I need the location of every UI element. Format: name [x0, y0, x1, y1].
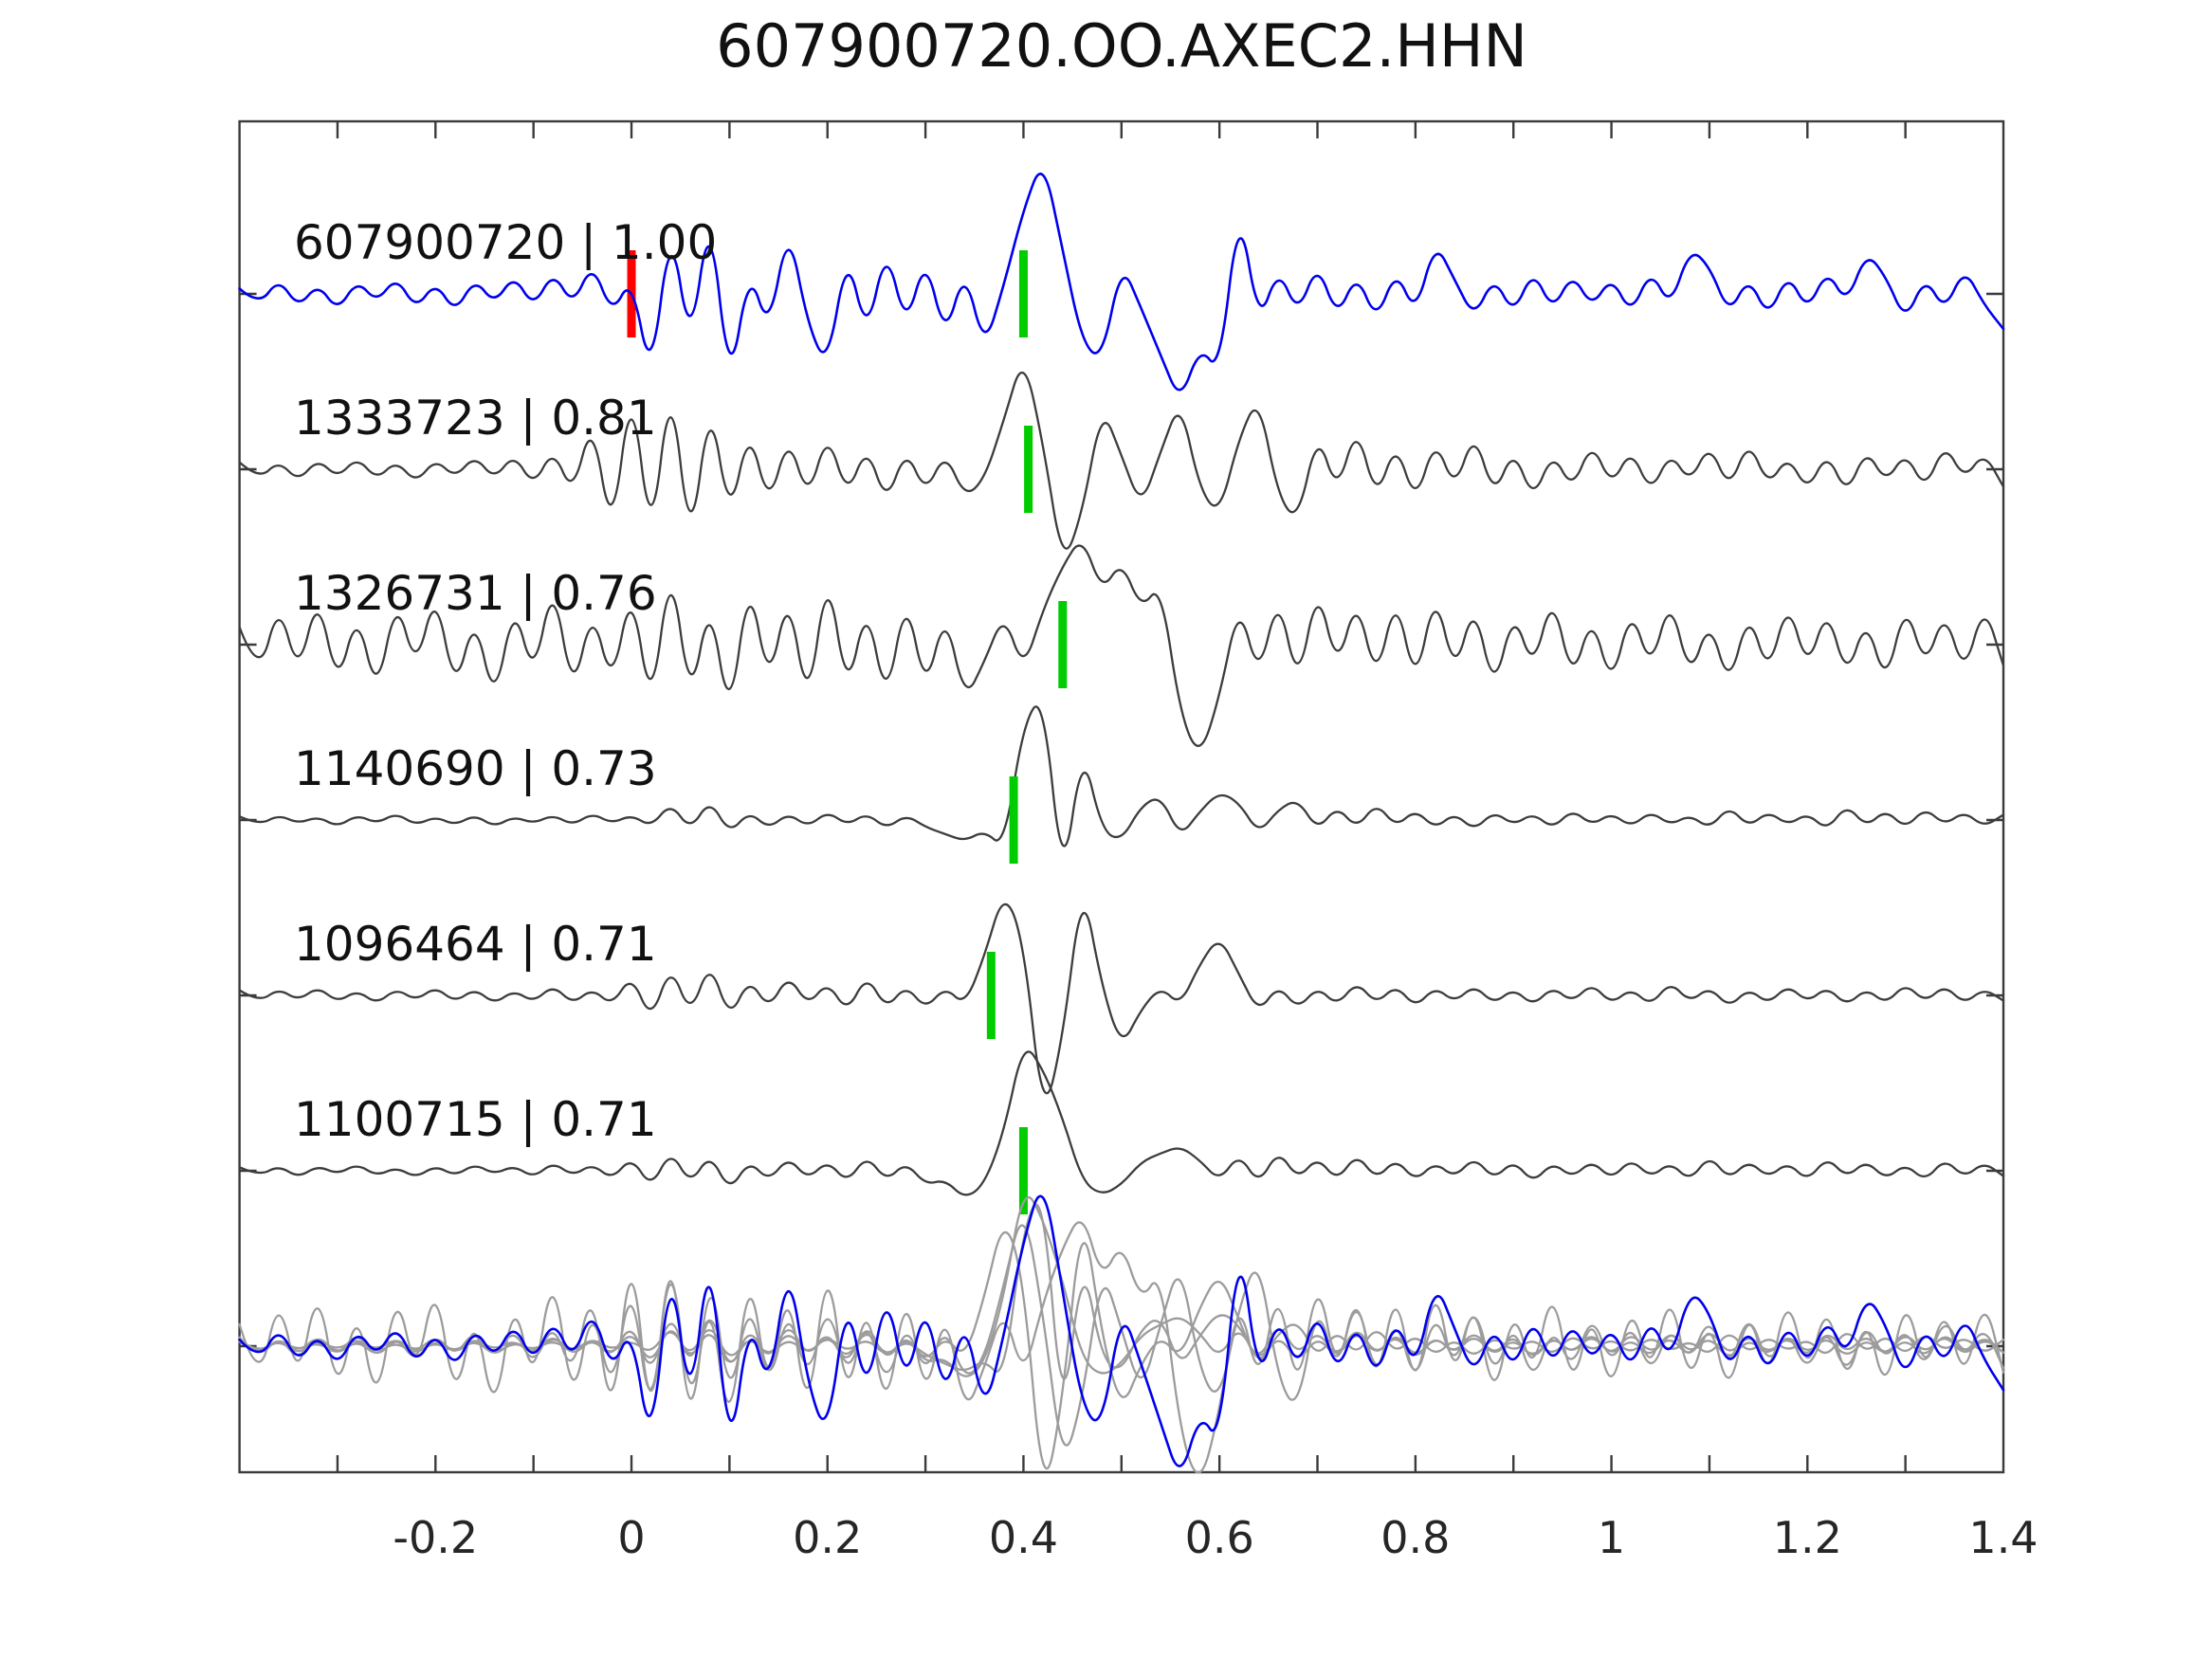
x-tick-label-1.2: 1.2	[1773, 1512, 1842, 1563]
x-tick-label--0.2: -0.2	[393, 1512, 478, 1563]
x-tick-label-1.4: 1.4	[1968, 1512, 2038, 1563]
axes-box	[238, 119, 2005, 1474]
trace-line-1140690	[238, 705, 2005, 848]
trace-line-1096464	[238, 902, 2005, 1095]
x-tick-label-0.2: 0.2	[793, 1512, 862, 1563]
overlay-trace-1100715	[238, 1195, 2005, 1377]
detection-pick-marker	[986, 952, 996, 1039]
detection-pick-marker	[1058, 601, 1068, 688]
trace-label-1326731: 1326731 | 0.76	[294, 566, 657, 621]
trace-line-607900720	[238, 173, 2005, 392]
trace-label-1096464: 1096464 | 0.71	[294, 917, 657, 972]
x-tick-label-0.6: 0.6	[1185, 1512, 1254, 1563]
trace-label-1333723: 1333723 | 0.81	[294, 391, 657, 446]
trace-label-607900720: 607900720 | 1.00	[294, 215, 717, 270]
trace-line-1100715	[238, 1050, 2005, 1196]
x-tick-label-1: 1	[1598, 1512, 1625, 1563]
x-tick-label-0.8: 0.8	[1380, 1512, 1450, 1563]
detection-pick-marker	[1009, 776, 1018, 864]
overlay-trace-1333723	[238, 1224, 2005, 1447]
detection-pick-marker	[1024, 426, 1033, 513]
x-tick-label-0: 0	[617, 1512, 645, 1563]
trace-label-1140690: 1140690 | 0.73	[294, 741, 657, 796]
x-tick-label-0.4: 0.4	[989, 1512, 1058, 1563]
overlay-trace-607900720	[238, 1194, 2005, 1468]
detection-pick-marker	[1018, 1127, 1028, 1214]
trace-line-1333723	[238, 371, 2005, 550]
detection-pick-marker	[1018, 250, 1028, 337]
chart-title: 607900720.OO.AXEC2.HHN	[716, 11, 1527, 81]
trace-label-1100715: 1100715 | 0.71	[294, 1092, 657, 1147]
trace-line-1326731	[238, 544, 2005, 747]
